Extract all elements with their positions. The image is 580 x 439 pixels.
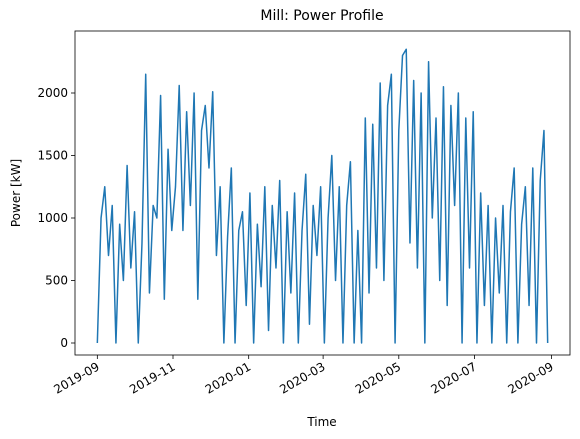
y-tick-label: 500 [45,274,68,288]
x-tick-label: 2020-07 [429,359,479,396]
x-tick-label: 2020-09 [505,359,555,396]
x-tick-label: 2020-05 [353,359,403,396]
chart-title: Mill: Power Profile [260,8,383,24]
y-tick-label: 1000 [37,211,68,225]
y-tick-label: 0 [60,336,68,350]
plot-frame [74,30,571,356]
y-tick-label: 1500 [37,149,68,163]
data-line [96,48,549,344]
x-tick-label: 2019-11 [127,359,177,396]
x-tick-label: 2019-09 [51,359,101,396]
x-tick-label: 2020-03 [277,359,327,396]
x-axis-label: Time [306,415,336,429]
x-tick-label: 2020-01 [203,359,253,396]
y-axis-label: Power [kW] [9,159,23,227]
y-tick-label: 2000 [37,86,68,100]
